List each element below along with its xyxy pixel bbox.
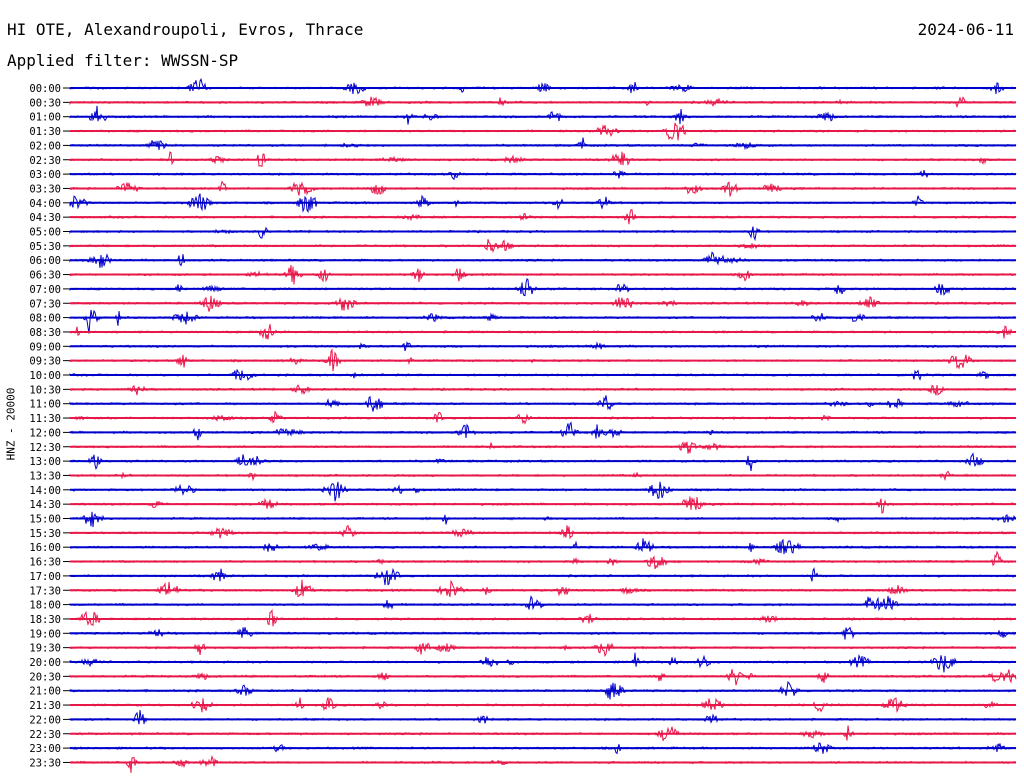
y-tick-label: 05:00 bbox=[29, 227, 61, 239]
y-tick-label: 01:00 bbox=[29, 112, 61, 124]
trace-line bbox=[69, 524, 1017, 540]
trace-line bbox=[69, 452, 1017, 471]
y-tick-label: 18:00 bbox=[29, 600, 61, 612]
trace-line bbox=[69, 226, 1017, 242]
y-tick-label: 16:00 bbox=[29, 542, 61, 554]
y-tick-label: 16:30 bbox=[29, 557, 61, 569]
y-tick-label: 08:00 bbox=[29, 313, 61, 325]
y-tick-label: 06:00 bbox=[29, 255, 61, 267]
trace-line bbox=[69, 77, 1017, 95]
y-tick-label: 19:30 bbox=[29, 643, 61, 655]
y-tick-label: 20:30 bbox=[29, 671, 61, 683]
trace-line bbox=[69, 579, 1017, 598]
y-tick-label: 01:30 bbox=[29, 126, 61, 138]
y-tick-label: 04:00 bbox=[29, 198, 61, 210]
y-tick-label: 10:30 bbox=[29, 384, 61, 396]
y-tick-label: 14:30 bbox=[29, 499, 61, 511]
y-tick-label: 15:00 bbox=[29, 514, 61, 526]
y-tick-label: 07:00 bbox=[29, 284, 61, 296]
trace-line bbox=[69, 277, 1017, 297]
y-tick-label: 23:00 bbox=[29, 743, 61, 755]
y-tick-label: 08:30 bbox=[29, 327, 61, 339]
date-label: 2024-06-11 bbox=[917, 20, 1014, 39]
y-tick-label: 09:00 bbox=[29, 341, 61, 353]
y-tick-label: 00:00 bbox=[29, 83, 61, 95]
y-tick-label: 17:30 bbox=[29, 585, 61, 597]
trace-line bbox=[69, 642, 1017, 657]
y-tick-label: 11:00 bbox=[29, 399, 61, 411]
y-tick-label: 04:30 bbox=[29, 212, 61, 224]
y-tick-label: 09:30 bbox=[29, 356, 61, 368]
trace-line bbox=[69, 710, 1017, 725]
trace-line bbox=[69, 481, 1017, 502]
trace-line bbox=[69, 105, 1017, 125]
y-tick-label: 13:30 bbox=[29, 470, 61, 482]
trace-line bbox=[69, 538, 1016, 555]
trace-line bbox=[69, 550, 1017, 570]
y-tick-label: 12:30 bbox=[29, 442, 61, 454]
y-tick-label: 03:30 bbox=[29, 183, 61, 195]
y-tick-label: 06:30 bbox=[29, 270, 61, 282]
y-tick-label: 07:30 bbox=[29, 298, 61, 310]
y-tick-label: 19:00 bbox=[29, 628, 61, 640]
y-tick-label: 13:00 bbox=[29, 456, 61, 468]
trace-line bbox=[69, 755, 1017, 773]
y-tick-label: 03:00 bbox=[29, 169, 61, 181]
y-tick-label: 22:30 bbox=[29, 729, 61, 741]
y-tick-label: 20:00 bbox=[29, 657, 61, 669]
y-tick-label: 23:30 bbox=[29, 757, 61, 769]
y-tick-label: 21:00 bbox=[29, 686, 61, 698]
y-tick-label: 10:00 bbox=[29, 370, 61, 382]
y-tick-label: 15:30 bbox=[29, 528, 61, 540]
trace-line bbox=[69, 595, 1017, 612]
trace-line bbox=[69, 309, 1017, 334]
y-tick-label: 05:30 bbox=[29, 241, 61, 253]
y-tick-label: 00:30 bbox=[29, 97, 61, 109]
y-tick-label: 18:30 bbox=[29, 614, 61, 626]
filter-label: Applied filter: WWSSN-SP bbox=[7, 51, 239, 70]
y-tick-label: 17:00 bbox=[29, 571, 61, 583]
station-title: HI OTE, Alexandroupoli, Evros, Thrace bbox=[7, 20, 364, 39]
y-tick-label: 02:30 bbox=[29, 155, 61, 167]
y-tick-label: 22:00 bbox=[29, 714, 61, 726]
trace-line bbox=[69, 137, 1017, 151]
y-tick-label: 12:00 bbox=[29, 427, 61, 439]
y-tick-label: 02:00 bbox=[29, 140, 61, 152]
y-tick-label: 14:00 bbox=[29, 485, 61, 497]
y-tick-label: 21:30 bbox=[29, 700, 61, 712]
y-tick-label: 11:30 bbox=[29, 413, 61, 425]
